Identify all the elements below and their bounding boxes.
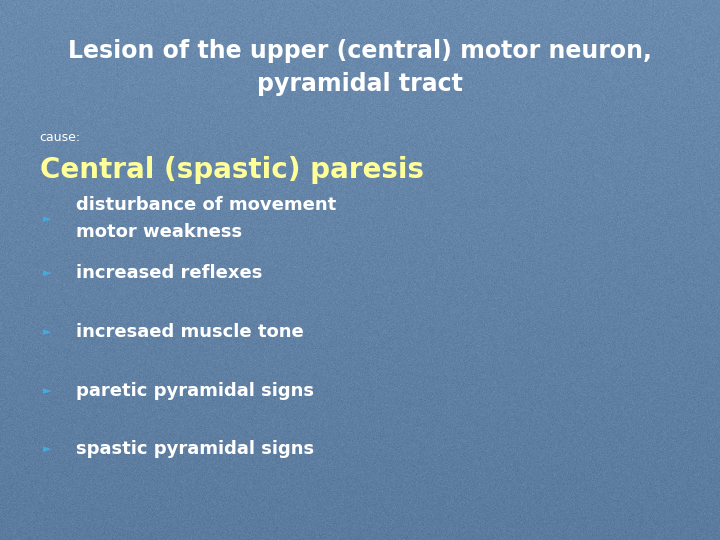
Text: spastic pyramidal signs: spastic pyramidal signs <box>76 440 314 458</box>
Text: pyramidal tract: pyramidal tract <box>257 72 463 96</box>
Text: paretic pyramidal signs: paretic pyramidal signs <box>76 382 314 401</box>
Text: Central (spastic) paresis: Central (spastic) paresis <box>40 156 423 184</box>
Text: increased reflexes: increased reflexes <box>76 264 262 282</box>
Text: ►: ► <box>42 444 51 454</box>
Text: ►: ► <box>42 214 51 224</box>
Text: incresaed muscle tone: incresaed muscle tone <box>76 323 303 341</box>
Text: cause:: cause: <box>40 131 81 144</box>
Text: ►: ► <box>42 268 51 278</box>
Text: ►: ► <box>42 327 51 337</box>
Text: disturbance of movement
motor weakness: disturbance of movement motor weakness <box>76 197 336 241</box>
Text: ►: ► <box>42 387 51 396</box>
Text: Lesion of the upper (central) motor neuron,: Lesion of the upper (central) motor neur… <box>68 39 652 63</box>
